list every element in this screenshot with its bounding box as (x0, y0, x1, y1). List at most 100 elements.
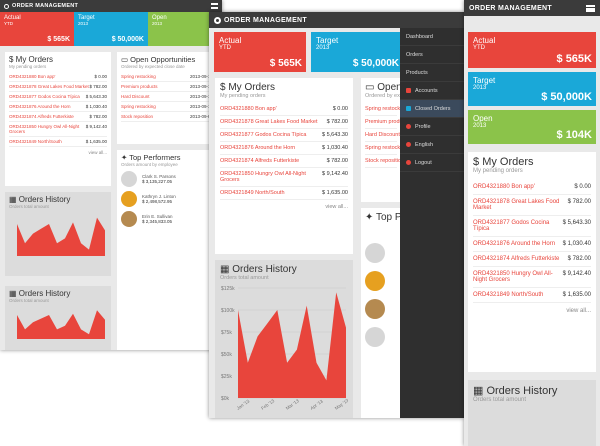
tile-label: Actual (219, 36, 242, 45)
list-item[interactable]: ORD4321849 North/South $ 1,635.00 (473, 288, 591, 303)
list-item[interactable]: Spring restocking (365, 103, 401, 116)
list-item[interactable]: Stock reposition (365, 155, 401, 168)
open-opportunities-card: ▭ Open Opportunities Ordered by expected… (361, 78, 401, 202)
performer-row[interactable]: Erin E. Sullivan $ 2,345,833.05 (121, 211, 213, 227)
view-all-link[interactable]: view all... (566, 308, 591, 314)
performer-row[interactable] (365, 243, 397, 263)
card-title: ✦ Top Performers (365, 212, 401, 223)
list-item[interactable]: ORD4321878 Great Lakes Food Market $ 782.… (9, 82, 107, 92)
orders-history-chart (17, 310, 105, 339)
card-subtitle: Orders total amount (9, 298, 49, 303)
list-item[interactable]: Spring restocking (365, 142, 401, 155)
x-tick-label: Mar '13 (285, 398, 300, 411)
sidebar-item-orders[interactable]: Orders (400, 46, 464, 64)
card-subtitle: My pending orders (9, 64, 47, 69)
closed-orders-icon (406, 106, 411, 111)
list-item[interactable]: ORD4321877 Godos Cocina Típica $ 5,643.30 (9, 92, 107, 102)
top-performers-card: ✦ Top Performers Orders amount by employ… (117, 150, 217, 350)
list-item[interactable]: Hard Discount (365, 129, 400, 142)
list-item[interactable]: ORD4321874 Alfreds Futterkiste $ 782.00 (473, 252, 591, 267)
view-all-link[interactable]: view all... (88, 150, 107, 155)
screen-tablet-menu: ORDER MANAGEMENT Actual YTD $ 565K Targe… (209, 12, 464, 418)
sidebar-item-profile[interactable]: Profile (400, 118, 464, 136)
list-item[interactable]: ORD4321880 Bon app' $ 0.00 (473, 180, 591, 195)
y-tick-label: $25k (221, 374, 232, 380)
avatar (121, 211, 137, 227)
list-item[interactable]: ORD4321877 Godos Cocina Típica $ 5,643.30 (220, 129, 348, 142)
tile-actual[interactable]: Actual YTD $ 565K (214, 32, 306, 72)
sidebar-item-logout[interactable]: Logout (400, 154, 464, 172)
top-performers-card: ✦ Top Performers (361, 208, 401, 418)
menu-icon[interactable] (586, 4, 595, 12)
avatar (365, 327, 385, 347)
list-item[interactable]: ORD4321876 Around the Horn $ 1,030.40 (9, 102, 107, 112)
performer-row[interactable] (365, 271, 397, 291)
tile-target[interactable]: Target 2013 $ 50,000K (468, 72, 596, 106)
list-item[interactable]: ORD4321880 Bon app' $ 0.00 (220, 103, 348, 116)
tile-sub: 2013 (152, 21, 163, 26)
sidebar-item-english[interactable]: English (400, 136, 464, 154)
tile-sub: 2013 (473, 123, 487, 129)
avatar (121, 171, 137, 187)
list-item[interactable]: Hard Discount 2013-09-10 (121, 92, 213, 102)
list-item[interactable]: ORD4321877 Godos Cocina Típica $ 5,643.30 (473, 216, 591, 237)
globe-icon (406, 142, 411, 147)
list-item[interactable]: ORD4321878 Great Lakes Food Market $ 782.… (473, 195, 591, 216)
y-tick-label: $0k (221, 396, 230, 402)
orders-history-card: ▦ Orders History Orders total amount $12… (215, 260, 353, 418)
sidebar-item-dashboard[interactable]: Dashboard (400, 28, 464, 46)
tile-label: Target (316, 36, 339, 45)
list-item[interactable]: Premium products (365, 116, 401, 129)
list-item[interactable]: Spring restocking 2013-09-10 (121, 102, 213, 112)
performer-row[interactable] (365, 327, 397, 347)
list-item[interactable]: Stock reposition 2013-09-06 (121, 112, 213, 122)
sidebar-item-closed-orders[interactable]: Closed Orders (400, 100, 464, 118)
tile-open[interactable]: Open 2013 $ 104K (468, 110, 596, 144)
profile-icon (406, 124, 411, 129)
tile-label: Actual (4, 15, 21, 21)
list-item[interactable]: ORD4321850 Hungry Owl All-Night Grocers $… (9, 122, 107, 137)
accounts-icon (406, 88, 411, 93)
list-item[interactable]: ORD4321876 Around the Horn $ 1,030.40 (473, 237, 591, 252)
tile-value: $ 50,000K (541, 91, 592, 103)
list-item[interactable]: ORD4321850 Hungry Owl All-Night Grocers $… (473, 267, 591, 288)
tile-value: $ 565K (556, 53, 592, 65)
view-all-link[interactable]: view all... (325, 204, 348, 210)
tile-value: $ 565K (269, 58, 302, 69)
performer-row[interactable]: Clark S. Parsons $ 3,135,227.05 (121, 171, 213, 187)
tile-actual[interactable]: Actual YTD $ 565K (468, 32, 596, 68)
tile-label: Open (473, 114, 493, 123)
tile-target[interactable]: Target 2013 $ 50,000K (311, 32, 403, 72)
menu-icon[interactable] (211, 3, 218, 9)
list-item[interactable]: ORD4321874 Alfreds Futterkiste $ 782.00 (9, 112, 107, 122)
performer-row[interactable]: Kathryn J. Linton $ 2,498,572.95 (121, 191, 213, 207)
card-subtitle: Orders total amount (473, 397, 527, 403)
y-tick-label: $125k (221, 286, 235, 292)
x-tick-label: May '13 (334, 397, 348, 410)
list-item[interactable]: ORD4321878 Great Lakes Food Market $ 782.… (220, 116, 348, 129)
list-item[interactable]: ORD4321849 North/South $ 1,635.00 (220, 187, 348, 200)
list-item[interactable]: ORD4321880 Bon app' $ 0.00 (9, 72, 107, 82)
sidebar-item-accounts[interactable]: Accounts (400, 82, 464, 100)
orders-area-series (17, 310, 105, 339)
y-tick-label: $50k (221, 352, 232, 358)
list-item[interactable]: ORD4321850 Hungry Owl All-Night Grocers $… (220, 168, 348, 187)
x-tick-label: Feb '13 (260, 398, 275, 411)
y-tick-label: $100k (221, 308, 235, 314)
list-item[interactable]: ORD4321849 North/South $ 1,635.00 (9, 137, 107, 147)
list-item[interactable]: ORD4321874 Alfreds Futterkiste $ 782.00 (220, 155, 348, 168)
orders-history-card: ▦ Orders History Orders total amount (468, 380, 596, 446)
x-tick-label: Apr '13 (309, 398, 324, 410)
list-item[interactable]: Spring restocking 2013-09-17 (121, 72, 213, 82)
avatar (365, 299, 385, 319)
performer-row[interactable] (365, 299, 397, 319)
tile-actual[interactable]: Actual YTD $ 565K (0, 12, 74, 46)
list-item[interactable]: Premium products 2013-09-12 (121, 82, 213, 92)
card-subtitle: My pending orders (473, 168, 523, 174)
tile-target[interactable]: Target 2013 $ 50,000K (74, 12, 148, 46)
sidebar-item-products[interactable]: Products (400, 64, 464, 82)
list-item[interactable]: ORD4321876 Around the Horn $ 1,030.40 (220, 142, 348, 155)
card-title: $ My Orders (220, 82, 276, 93)
orders-area-series (238, 292, 346, 398)
open-opportunities-card: ▭ Open Opportunities Ordered by expected… (117, 52, 217, 144)
